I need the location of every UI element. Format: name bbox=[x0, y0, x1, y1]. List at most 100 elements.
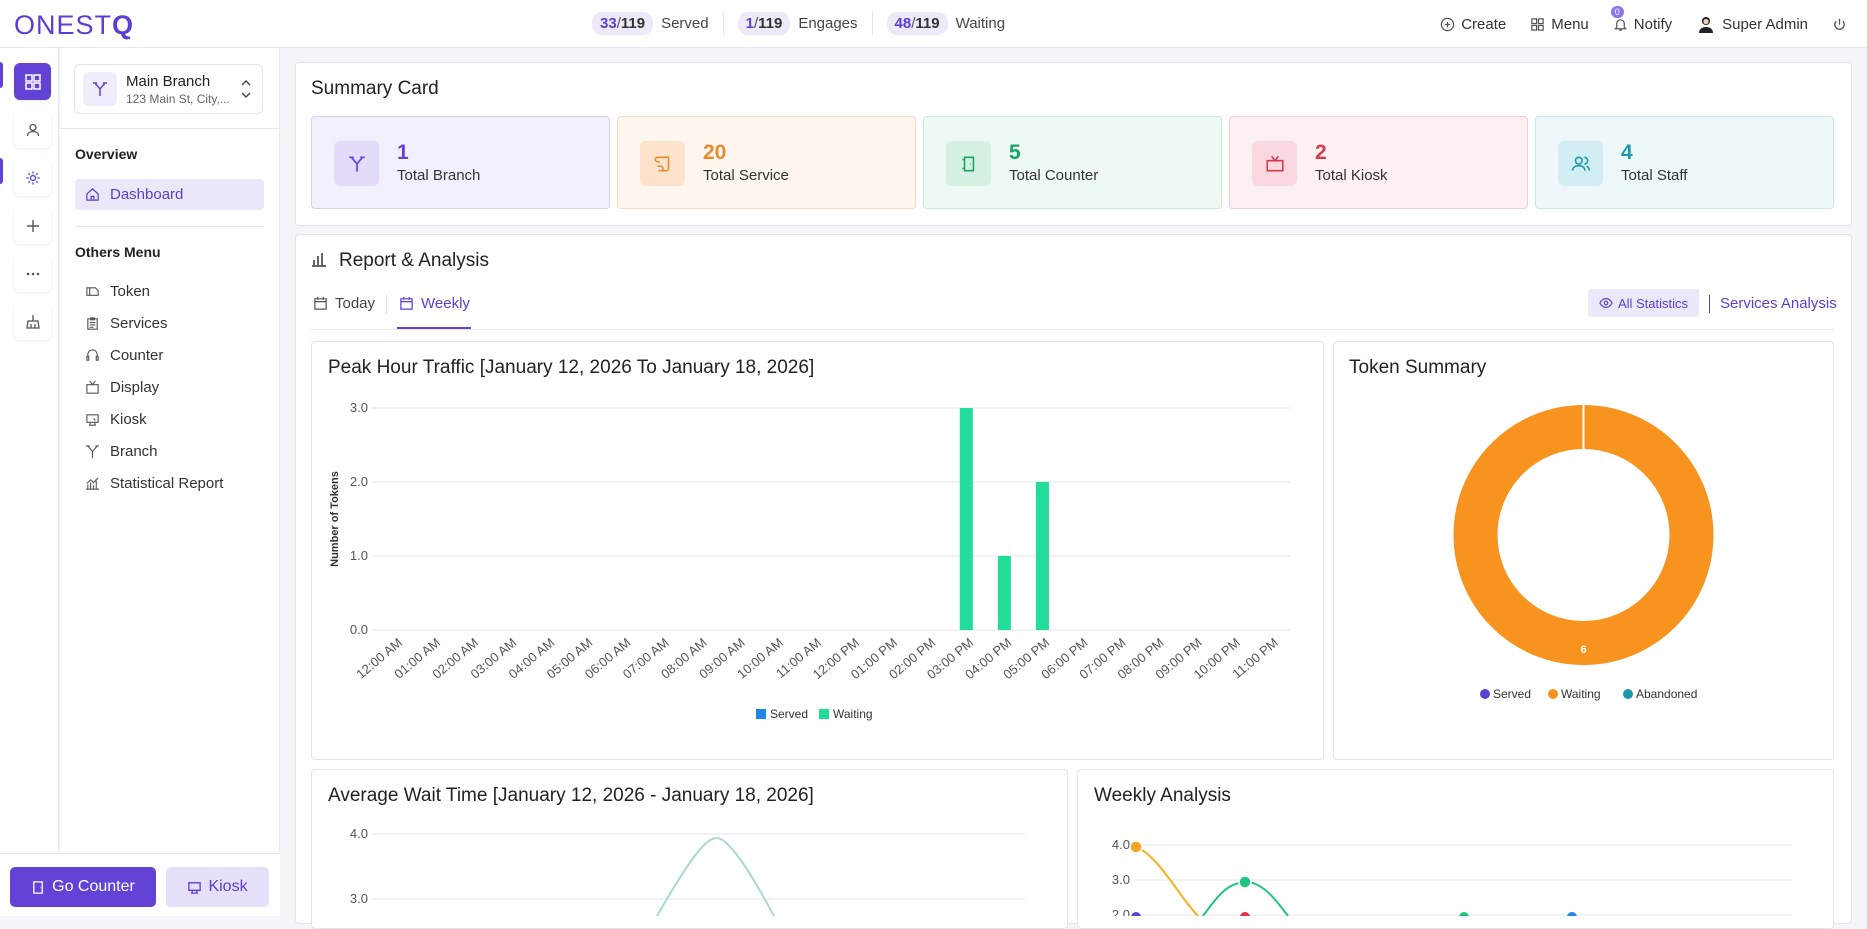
rail-add-button[interactable] bbox=[14, 207, 51, 244]
calendar-icon bbox=[314, 296, 327, 310]
sidebar-item-token[interactable]: Token bbox=[75, 276, 264, 307]
summary-tile-kiosk[interactable]: 2 Total Kiosk bbox=[1229, 116, 1528, 209]
menu-label: Menu bbox=[1551, 15, 1589, 33]
counter-door-icon bbox=[946, 141, 991, 186]
clipboard-icon bbox=[87, 317, 98, 330]
legend-label: Served bbox=[770, 707, 808, 721]
top-actions: Create Menu 0 Notify Super Admin bbox=[1440, 5, 1867, 34]
token-summary-chart: 6 Served Waiting Abandoned bbox=[1453, 405, 1714, 701]
summary-tile-counter[interactable]: 5 Total Counter bbox=[923, 116, 1222, 209]
data-point bbox=[1129, 840, 1143, 854]
legend-label: Served bbox=[1493, 687, 1531, 701]
sidebar-item-statistical-report[interactable]: Statistical Report bbox=[75, 468, 264, 499]
tab-label: Weekly bbox=[421, 295, 470, 312]
rail-user-button[interactable] bbox=[14, 111, 51, 148]
branch-icon bbox=[85, 445, 100, 459]
create-label: Create bbox=[1461, 15, 1507, 33]
y-tick-label: 1.0 bbox=[350, 548, 368, 563]
services-analysis-link[interactable]: Services Analysis bbox=[1720, 295, 1837, 312]
avg-wait-title: Average Wait Time [January 12, 2026 - Ja… bbox=[328, 785, 814, 806]
kiosk-button[interactable]: Kiosk bbox=[166, 867, 269, 907]
sidebar-item-branch[interactable]: Branch bbox=[75, 436, 264, 467]
sidebar-item-counter[interactable]: Counter bbox=[75, 340, 264, 371]
summary-tile-branch[interactable]: 1 Total Branch bbox=[311, 116, 610, 209]
notify-button[interactable]: 0 Notify bbox=[1610, 5, 1673, 33]
stat-engages-total: 119 bbox=[758, 15, 783, 32]
rail-dashboard-button[interactable] bbox=[14, 63, 51, 100]
broom-icon bbox=[25, 314, 40, 329]
y-tick-label: 0.0 bbox=[350, 622, 368, 637]
stat-engages-value: 1 bbox=[745, 15, 754, 32]
weekly-analysis-card bbox=[1077, 769, 1834, 929]
legend-swatch bbox=[819, 709, 829, 719]
tab-today[interactable]: Today bbox=[313, 295, 375, 312]
stat-waiting-label: Waiting bbox=[955, 15, 1006, 32]
stat-served-label: Served bbox=[661, 15, 709, 32]
grid-icon bbox=[1531, 17, 1544, 31]
series-line-orange bbox=[1135, 846, 1199, 916]
stat-served-total: 119 bbox=[620, 15, 646, 32]
summary-tile-service[interactable]: 20 Total Service bbox=[617, 116, 916, 209]
summary-label: Total Service bbox=[703, 167, 789, 184]
user-menu[interactable]: Super Admin bbox=[1696, 14, 1808, 34]
calendar-icon bbox=[400, 296, 413, 310]
summary-label: Total Kiosk bbox=[1315, 167, 1388, 184]
summary-value: 20 bbox=[703, 141, 727, 164]
sidebar-item-display[interactable]: Display bbox=[75, 372, 264, 403]
go-counter-button[interactable]: Go Counter bbox=[10, 867, 156, 907]
all-statistics-button[interactable]: All Statistics bbox=[1588, 289, 1699, 317]
sidebar-footer: Go Counter Kiosk bbox=[0, 853, 280, 916]
stat-served-value: 33 bbox=[600, 15, 617, 32]
kiosk-button-label: Kiosk bbox=[208, 878, 248, 895]
ticket-icon bbox=[86, 287, 99, 296]
y-tick-label: 3.0 bbox=[350, 400, 368, 415]
overview-heading: Overview bbox=[75, 146, 138, 162]
menu-button[interactable]: Menu bbox=[1530, 16, 1589, 33]
sidebar-item-dashboard[interactable]: Dashboard bbox=[75, 179, 264, 210]
sidebar-item-kiosk[interactable]: Kiosk bbox=[75, 404, 264, 435]
legend-swatch bbox=[1623, 689, 1633, 699]
rail-active-marker bbox=[0, 62, 3, 88]
chevron-updown-icon bbox=[241, 80, 251, 98]
peak-hour-chart-title: Peak Hour Traffic [January 12, 2026 To J… bbox=[328, 357, 815, 378]
data-point bbox=[1131, 912, 1141, 916]
donut-slice-waiting bbox=[1453, 405, 1714, 665]
summary-title: Summary Card bbox=[311, 78, 439, 99]
rail-clean-button[interactable] bbox=[14, 303, 51, 340]
legend-swatch bbox=[1548, 689, 1558, 699]
avg-wait-chart: 4.0 3.0 bbox=[350, 826, 1025, 916]
summary-value: 2 bbox=[1315, 141, 1327, 164]
rail-more-button[interactable] bbox=[14, 255, 51, 292]
summary-value: 5 bbox=[1009, 141, 1021, 164]
logout-button[interactable] bbox=[1832, 17, 1853, 32]
user-name: Super Admin bbox=[1722, 15, 1808, 33]
legend-label: Waiting bbox=[833, 707, 873, 721]
sidebar-item-label: Counter bbox=[110, 347, 164, 364]
create-button[interactable]: Create bbox=[1440, 16, 1506, 33]
sidebar-item-label: Statistical Report bbox=[110, 475, 224, 492]
tab-weekly[interactable]: Weekly bbox=[399, 295, 470, 312]
branch-icon bbox=[83, 72, 117, 106]
sidebar-item-services[interactable]: Services bbox=[75, 308, 264, 339]
tab-active-indicator bbox=[397, 327, 471, 329]
data-point bbox=[1459, 912, 1469, 916]
branch-selector[interactable]: Main Branch 123 Main St, City,... bbox=[74, 64, 263, 114]
door-icon bbox=[33, 880, 44, 894]
top-bar: ONESTQ 33/119 Served 1/119 Engages 48/11… bbox=[0, 0, 1867, 48]
notify-label: Notify bbox=[1633, 15, 1673, 33]
sidebar: Main Branch 123 Main St, City,... Overvi… bbox=[60, 48, 280, 916]
series-line bbox=[656, 837, 775, 916]
sidebar-item-label: Branch bbox=[110, 443, 158, 460]
tv-icon bbox=[86, 380, 99, 394]
bar-waiting bbox=[959, 408, 973, 630]
rail-settings-button[interactable] bbox=[14, 159, 51, 196]
stat-served: 33/119 Served bbox=[592, 12, 724, 35]
y-tick-label: 3.0 bbox=[1112, 872, 1130, 887]
scroll-icon bbox=[640, 141, 685, 186]
go-counter-label: Go Counter bbox=[52, 878, 135, 895]
stat-engages: 1/119 Engages bbox=[737, 12, 873, 35]
app-logo[interactable]: ONESTQ bbox=[14, 10, 135, 40]
summary-tile-staff[interactable]: 4 Total Staff bbox=[1535, 116, 1834, 209]
user-icon bbox=[26, 123, 39, 136]
report-title: Report & Analysis bbox=[339, 250, 489, 271]
